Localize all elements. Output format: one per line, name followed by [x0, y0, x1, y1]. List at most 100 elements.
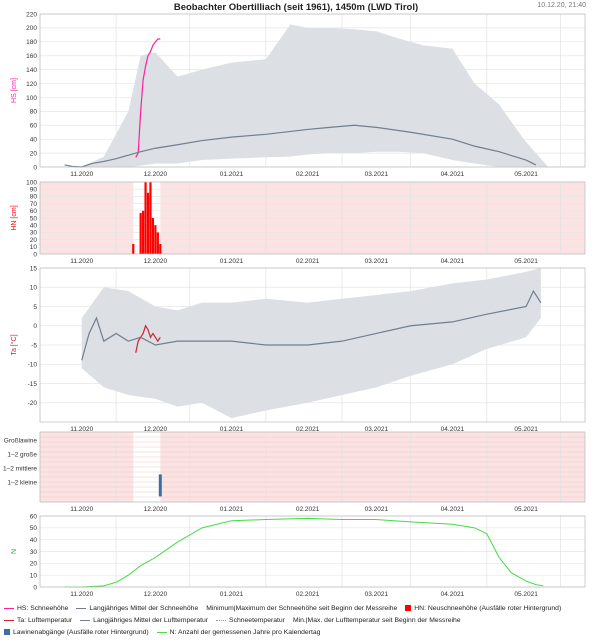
- y-tick-label: 0: [33, 164, 37, 171]
- x-tick-label: 01.2021: [220, 426, 244, 433]
- ta-line: [135, 324, 161, 353]
- y-tick-label: -5: [31, 342, 37, 349]
- y-tick-label: 60: [30, 208, 38, 215]
- category-label: 1–2 kleine: [7, 480, 37, 487]
- x-tick-label: 12.2020: [144, 591, 168, 598]
- chart-title: Beobachter Obertilliach (seit 1961), 145…: [173, 2, 419, 13]
- legend-label: Minimum|Maximum der Schneehöhe seit Begi…: [206, 605, 398, 612]
- y-tick-label: 30: [30, 549, 38, 556]
- y-tick-label: 0: [33, 323, 37, 330]
- x-tick-label: 04.2021: [441, 171, 465, 178]
- legend-item: Langjähriges Mittel der Lufttemperatur: [80, 615, 208, 627]
- y-tick-label: 20: [30, 561, 38, 568]
- hn-bar: [146, 192, 150, 254]
- y-tick-label: -20: [28, 400, 38, 407]
- x-tick-label: 03.2021: [365, 591, 389, 598]
- legend-item: Minimum|Maximum der Schneehöhe seit Begi…: [206, 603, 397, 615]
- y-tick-label: 100: [26, 95, 37, 102]
- y-tick-label: 70: [30, 201, 38, 208]
- y-tick-label: 0: [33, 584, 37, 591]
- legend-label: Ta: Lufttemperatur: [17, 617, 73, 624]
- legend-label: Lawinenabgänge (Ausfälle roter Hintergru…: [13, 629, 149, 636]
- y-tick-label: 50: [30, 525, 38, 532]
- y-tick-label: 20: [30, 150, 38, 157]
- plot-frame: [39, 181, 586, 255]
- y-tick-label: 120: [26, 81, 37, 88]
- panel-3: -20 -15 -10 -5 0 5 10 15 Ta [°C] 11.2020 12.2020 01…: [10, 265, 586, 433]
- x-tick-label: 02.2021: [296, 426, 320, 433]
- legend-item: HS: Schneehöhe: [4, 603, 68, 615]
- hn-bar: [151, 218, 155, 254]
- y-axis-label: HS [cm]: [11, 78, 18, 103]
- legend-item: HN: Neuschneehöhe (Ausfälle roter Hinter…: [405, 603, 561, 615]
- x-tick-label: 11.2020: [70, 258, 93, 265]
- x-tick-label: 05.2021: [514, 258, 538, 265]
- hn-bar: [159, 243, 162, 254]
- y-tick-label: 140: [26, 67, 37, 74]
- legend-item: N: Anzahl der gemessenen Jahre pro Kalen…: [156, 627, 321, 639]
- y-tick-label: 80: [30, 194, 38, 201]
- y-tick-label: 60: [30, 123, 38, 130]
- timestamp: 10.12.20, 21:40: [537, 2, 586, 9]
- x-tick-label: 03.2021: [365, 506, 389, 513]
- mean-line: [81, 289, 542, 361]
- x-tick-label: 12.2020: [144, 506, 168, 513]
- x-tick-label: 03.2021: [365, 171, 389, 178]
- y-tick-label: 10: [30, 572, 38, 579]
- y-tick-label: 220: [26, 11, 37, 18]
- x-tick-label: 02.2021: [296, 591, 320, 598]
- x-tick-label: 04.2021: [441, 591, 465, 598]
- y-tick-label: 180: [26, 39, 37, 46]
- hn-bar: [132, 243, 135, 254]
- plot-frame: [39, 515, 586, 588]
- x-tick-label: 01.2021: [220, 506, 244, 513]
- legend-label: Min.|Max. der Lufttemperatur seit Beginn…: [292, 617, 461, 624]
- hn-bar: [142, 210, 145, 254]
- legend-swatch: [216, 619, 227, 621]
- y-tick-label: 100: [26, 179, 37, 186]
- hn-bar: [154, 225, 157, 254]
- legend-item: Lawinenabgänge (Ausfälle roter Hintergru…: [4, 627, 149, 639]
- legend-label: Langjähriges Mittel der Schneehöhe: [89, 605, 199, 612]
- legend-swatch: [156, 631, 167, 633]
- x-tick-label: 04.2021: [441, 258, 465, 265]
- hs-line: [135, 38, 161, 158]
- y-tick-label: 40: [30, 136, 38, 143]
- x-tick-label: 05.2021: [514, 506, 538, 513]
- legend-item: Min.|Max. der Lufttemperatur seit Beginn…: [293, 615, 461, 627]
- legend-swatch: [4, 619, 14, 621]
- hn-bar: [139, 212, 142, 254]
- y-tick-label: -10: [28, 362, 38, 369]
- plot-frame: [39, 431, 586, 503]
- category-label: 1–2 mittlere: [3, 466, 37, 473]
- hn-bar: [149, 182, 152, 254]
- legend-swatch: [4, 629, 10, 636]
- x-tick-label: 01.2021: [220, 258, 244, 265]
- x-tick-label: 05.2021: [514, 591, 538, 598]
- plot-frame: [39, 13, 586, 168]
- mean-line: [64, 124, 537, 168]
- legend-swatch: [4, 607, 14, 609]
- y-tick-label: -15: [28, 381, 38, 388]
- hn-bar: [144, 182, 147, 254]
- y-tick-label: 0: [33, 251, 37, 258]
- x-tick-label: 02.2021: [296, 506, 320, 513]
- x-tick-label: 02.2021: [296, 258, 320, 265]
- x-tick-label: 11.2020: [70, 591, 93, 598]
- avalanche-bar: [158, 474, 162, 497]
- y-tick-label: 20: [30, 237, 38, 244]
- plot-frame: [39, 267, 586, 423]
- y-tick-label: 90: [30, 187, 38, 194]
- legend-swatch: [80, 619, 91, 621]
- x-tick-label: 03.2021: [365, 426, 389, 433]
- y-axis-label: HN [cm]: [11, 205, 18, 230]
- y-tick-label: 160: [26, 53, 37, 60]
- y-tick-label: 10: [30, 285, 38, 292]
- legend-label: Langjähriges Mittel der Lufttemperatur: [93, 617, 209, 624]
- y-tick-label: 5: [33, 304, 37, 311]
- y-tick-label: 200: [26, 25, 37, 32]
- legend-label: N: Anzahl der gemessenen Jahre pro Kalen…: [169, 629, 321, 636]
- legend-item: Schneetemperatur: [216, 615, 285, 627]
- panel-5: 0 10 20 30 40 50 60 N 11.2020 12.2020 01.2021 02.20…: [11, 513, 586, 598]
- x-tick-label: 04.2021: [441, 426, 465, 433]
